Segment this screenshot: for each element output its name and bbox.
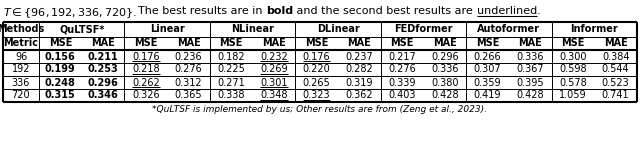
Text: 0.741: 0.741 — [602, 90, 630, 101]
Text: 0.395: 0.395 — [516, 78, 544, 87]
Text: MSE: MSE — [134, 39, 157, 48]
Text: *QuLTSF is implemented by us; Other results are from (Zeng et al., 2023).: *QuLTSF is implemented by us; Other resu… — [152, 105, 488, 114]
Text: FEDformer: FEDformer — [394, 24, 452, 34]
Text: MSE: MSE — [476, 39, 499, 48]
Text: $T \in \{96, 192, 336, 720\}$.: $T \in \{96, 192, 336, 720\}$. — [3, 6, 138, 20]
Text: 0.336: 0.336 — [516, 51, 544, 61]
Text: MAE: MAE — [433, 39, 457, 48]
Text: NLinear: NLinear — [231, 24, 274, 34]
Text: 0.276: 0.276 — [175, 64, 202, 75]
Text: 0.265: 0.265 — [303, 78, 330, 87]
Text: Methods: Methods — [0, 24, 45, 34]
Text: 0.346: 0.346 — [88, 90, 118, 101]
Text: 0.262: 0.262 — [132, 78, 159, 87]
Text: 0.348: 0.348 — [260, 90, 287, 101]
Text: MAE: MAE — [348, 39, 371, 48]
Text: MAE: MAE — [262, 39, 286, 48]
Text: 0.271: 0.271 — [218, 78, 245, 87]
Text: 0.211: 0.211 — [88, 51, 118, 61]
Text: 0.232: 0.232 — [260, 51, 288, 61]
Text: Autoformer: Autoformer — [477, 24, 540, 34]
Text: bold: bold — [266, 6, 293, 16]
Text: 0.523: 0.523 — [602, 78, 630, 87]
Text: MAE: MAE — [177, 39, 200, 48]
Text: 0.307: 0.307 — [474, 64, 501, 75]
Text: 0.296: 0.296 — [431, 51, 459, 61]
Text: 1.059: 1.059 — [559, 90, 587, 101]
Text: 0.384: 0.384 — [602, 51, 629, 61]
Text: 0.419: 0.419 — [474, 90, 501, 101]
Text: 0.339: 0.339 — [388, 78, 416, 87]
Text: 0.236: 0.236 — [175, 51, 202, 61]
Text: 0.578: 0.578 — [559, 78, 587, 87]
Text: MSE: MSE — [220, 39, 243, 48]
Text: 0.300: 0.300 — [559, 51, 587, 61]
Text: 96: 96 — [15, 51, 27, 61]
Text: 0.367: 0.367 — [516, 64, 544, 75]
Text: MAE: MAE — [604, 39, 627, 48]
Text: 0.598: 0.598 — [559, 64, 587, 75]
Text: 0.253: 0.253 — [88, 64, 118, 75]
Text: MSE: MSE — [561, 39, 584, 48]
Text: 0.323: 0.323 — [303, 90, 330, 101]
Text: 0.176: 0.176 — [303, 51, 330, 61]
Text: MAE: MAE — [518, 39, 542, 48]
Text: 720: 720 — [12, 90, 30, 101]
Text: 0.218: 0.218 — [132, 64, 159, 75]
Text: MSE: MSE — [305, 39, 328, 48]
Text: underlined: underlined — [477, 6, 537, 16]
Text: DLinear: DLinear — [317, 24, 360, 34]
Text: 0.312: 0.312 — [175, 78, 202, 87]
Text: 0.403: 0.403 — [388, 90, 416, 101]
Text: 0.182: 0.182 — [218, 51, 245, 61]
Text: 0.176: 0.176 — [132, 51, 159, 61]
Text: 0.359: 0.359 — [474, 78, 501, 87]
Text: Linear: Linear — [150, 24, 184, 34]
Text: 0.365: 0.365 — [175, 90, 202, 101]
Text: 0.296: 0.296 — [88, 78, 118, 87]
Text: 0.315: 0.315 — [45, 90, 76, 101]
Text: 0.282: 0.282 — [346, 64, 373, 75]
Text: 0.156: 0.156 — [45, 51, 76, 61]
Text: 0.269: 0.269 — [260, 64, 288, 75]
Text: 192: 192 — [12, 64, 30, 75]
Text: 0.336: 0.336 — [431, 64, 458, 75]
Text: 0.225: 0.225 — [217, 64, 245, 75]
Text: 0.326: 0.326 — [132, 90, 159, 101]
Text: Informer: Informer — [570, 24, 618, 34]
Text: MSE: MSE — [49, 39, 72, 48]
Text: MSE: MSE — [390, 39, 413, 48]
Text: The best results are in: The best results are in — [138, 6, 266, 16]
Text: 0.319: 0.319 — [346, 78, 373, 87]
Text: 336: 336 — [12, 78, 30, 87]
Text: .: . — [537, 6, 541, 16]
Text: 0.276: 0.276 — [388, 64, 416, 75]
Text: 0.338: 0.338 — [218, 90, 245, 101]
Text: 0.380: 0.380 — [431, 78, 458, 87]
Text: 0.428: 0.428 — [516, 90, 544, 101]
Text: 0.362: 0.362 — [346, 90, 373, 101]
Text: 0.428: 0.428 — [431, 90, 459, 101]
Text: 0.199: 0.199 — [45, 64, 76, 75]
Text: 0.220: 0.220 — [303, 64, 330, 75]
Text: 0.237: 0.237 — [346, 51, 373, 61]
Text: 0.266: 0.266 — [474, 51, 501, 61]
Text: QuLTSF*: QuLTSF* — [59, 24, 104, 34]
Text: 0.301: 0.301 — [260, 78, 287, 87]
Text: 0.544: 0.544 — [602, 64, 630, 75]
Text: Metric: Metric — [3, 39, 38, 48]
Text: and the second best results are: and the second best results are — [293, 6, 477, 16]
Text: 0.217: 0.217 — [388, 51, 416, 61]
Text: MAE: MAE — [91, 39, 115, 48]
Text: 0.248: 0.248 — [45, 78, 76, 87]
